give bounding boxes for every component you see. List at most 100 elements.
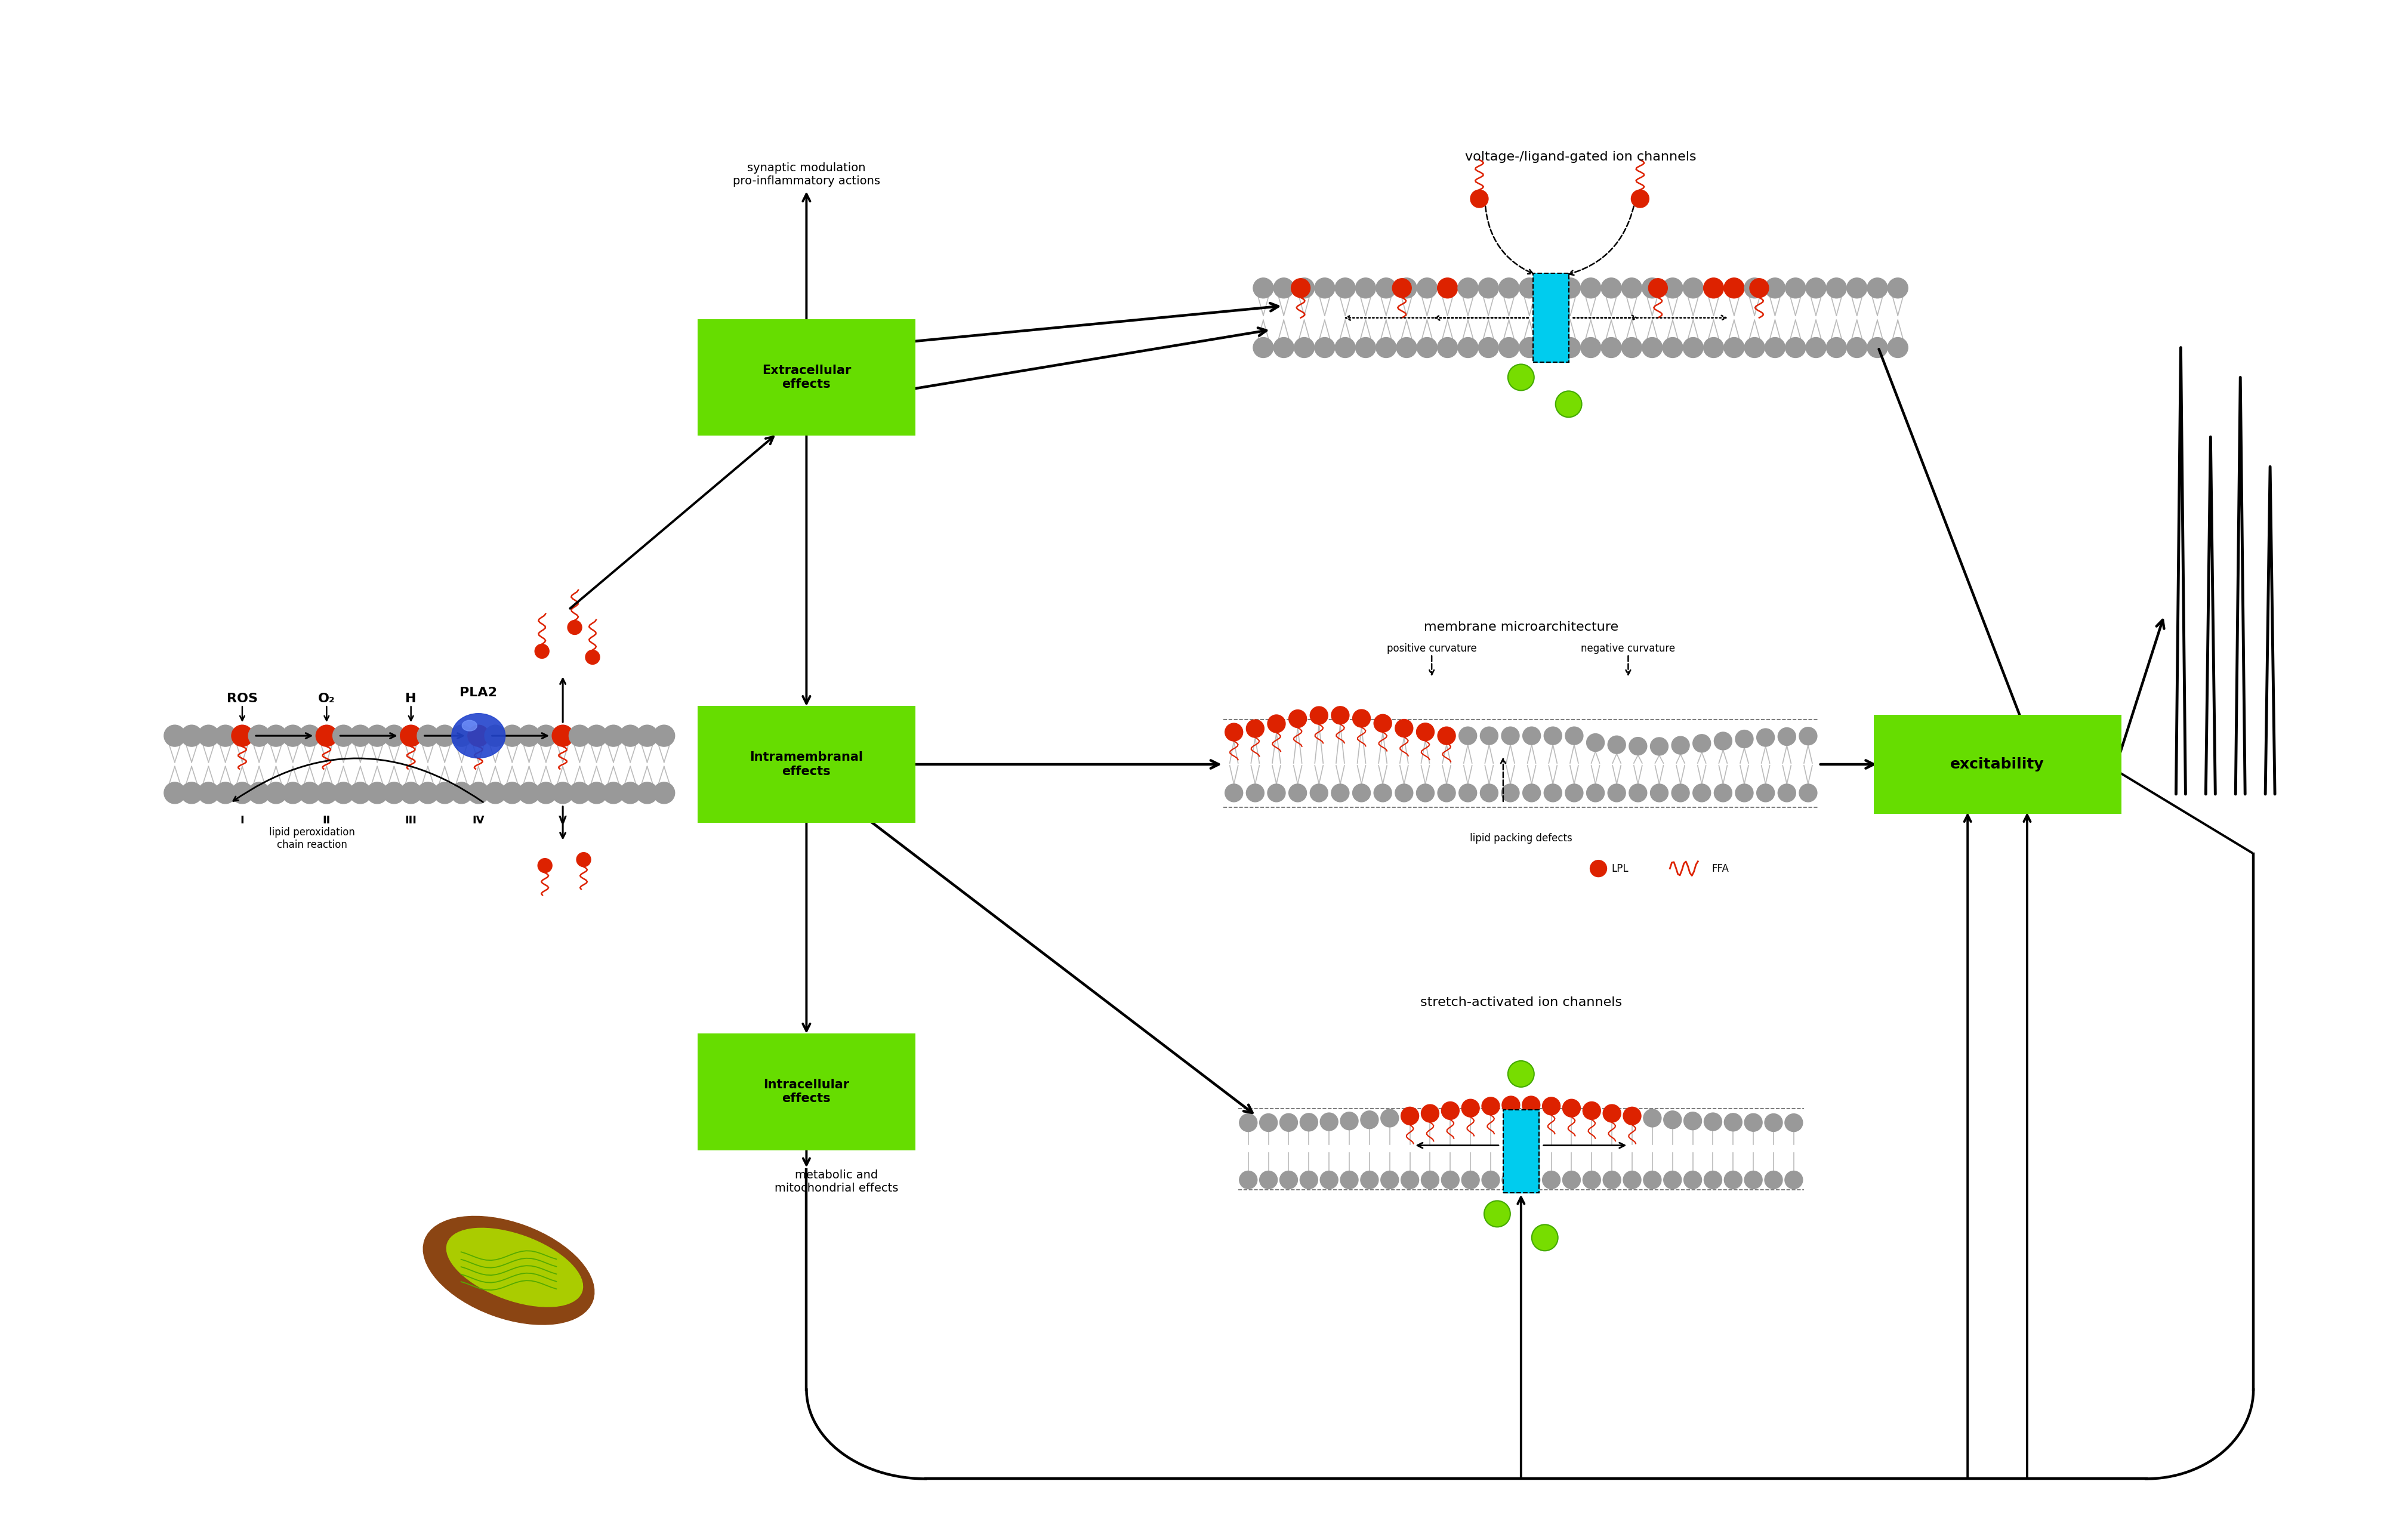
Circle shape: [1260, 1113, 1277, 1132]
Circle shape: [1540, 337, 1561, 357]
Circle shape: [1315, 337, 1334, 357]
Circle shape: [1461, 1100, 1480, 1116]
Circle shape: [368, 725, 389, 747]
Circle shape: [384, 782, 406, 804]
Bar: [1532, 273, 1568, 362]
Circle shape: [1602, 337, 1621, 357]
Circle shape: [1757, 784, 1774, 802]
Circle shape: [1353, 710, 1370, 727]
Circle shape: [551, 725, 573, 747]
Circle shape: [1807, 277, 1826, 299]
Circle shape: [1499, 277, 1518, 299]
Text: II: II: [322, 815, 329, 825]
Text: positive curvature: positive curvature: [1387, 644, 1478, 654]
Circle shape: [1590, 861, 1606, 876]
Circle shape: [232, 782, 253, 804]
Text: lipid peroxidation
chain reaction: lipid peroxidation chain reaction: [270, 827, 356, 850]
Circle shape: [1341, 1170, 1358, 1189]
Circle shape: [535, 782, 556, 804]
Circle shape: [1375, 277, 1396, 299]
Circle shape: [1764, 1113, 1783, 1132]
Circle shape: [1778, 784, 1795, 802]
Circle shape: [1501, 1096, 1521, 1113]
Circle shape: [1279, 1170, 1299, 1189]
Circle shape: [602, 782, 623, 804]
Circle shape: [1642, 277, 1661, 299]
Circle shape: [1630, 189, 1649, 208]
Circle shape: [1301, 1113, 1318, 1132]
Circle shape: [485, 725, 506, 747]
Circle shape: [1532, 1224, 1559, 1250]
Circle shape: [1361, 1110, 1377, 1129]
Circle shape: [1609, 784, 1626, 802]
Circle shape: [1867, 277, 1888, 299]
Bar: [1532, 273, 1568, 362]
Circle shape: [1279, 1113, 1299, 1132]
Circle shape: [1609, 736, 1626, 753]
Circle shape: [1509, 1061, 1535, 1087]
Circle shape: [1566, 727, 1583, 745]
Circle shape: [1501, 784, 1518, 802]
Circle shape: [1437, 277, 1458, 299]
Circle shape: [1239, 1170, 1258, 1189]
Circle shape: [1415, 784, 1435, 802]
Circle shape: [1628, 738, 1647, 755]
Circle shape: [298, 725, 320, 747]
Circle shape: [1540, 277, 1561, 299]
Circle shape: [568, 621, 582, 634]
Circle shape: [1375, 715, 1392, 731]
Circle shape: [1275, 277, 1294, 299]
Circle shape: [1315, 277, 1334, 299]
Circle shape: [1704, 1170, 1721, 1189]
Circle shape: [1587, 784, 1604, 802]
Circle shape: [1442, 1170, 1458, 1189]
Circle shape: [621, 725, 642, 747]
Circle shape: [401, 725, 422, 747]
Circle shape: [1396, 277, 1418, 299]
Circle shape: [1437, 784, 1456, 802]
Circle shape: [1310, 707, 1327, 724]
Circle shape: [1380, 1109, 1399, 1127]
Circle shape: [401, 782, 422, 804]
Circle shape: [1764, 1170, 1783, 1189]
Circle shape: [418, 782, 439, 804]
Text: voltage-/ligand-gated ion channels: voltage-/ligand-gated ion channels: [1466, 151, 1697, 163]
Circle shape: [1664, 1170, 1680, 1189]
Ellipse shape: [422, 1217, 594, 1324]
Circle shape: [1501, 1170, 1521, 1189]
Circle shape: [1563, 1170, 1580, 1189]
Text: negative curvature: negative curvature: [1580, 644, 1676, 654]
Circle shape: [1704, 337, 1723, 357]
FancyBboxPatch shape: [697, 705, 917, 822]
Circle shape: [1523, 1096, 1540, 1113]
Text: excitability: excitability: [1950, 758, 2043, 772]
Circle shape: [1225, 724, 1244, 741]
Circle shape: [1580, 337, 1602, 357]
Circle shape: [1518, 277, 1540, 299]
Circle shape: [1566, 784, 1583, 802]
Circle shape: [1807, 337, 1826, 357]
Circle shape: [1437, 337, 1458, 357]
Circle shape: [1523, 727, 1540, 745]
Circle shape: [215, 782, 236, 804]
Ellipse shape: [451, 713, 506, 758]
Circle shape: [1561, 277, 1580, 299]
Circle shape: [1826, 277, 1848, 299]
Circle shape: [332, 725, 353, 747]
Circle shape: [451, 782, 473, 804]
Circle shape: [1757, 728, 1774, 747]
Circle shape: [215, 725, 236, 747]
Text: membrane microarchitecture: membrane microarchitecture: [1423, 622, 1618, 633]
Circle shape: [1458, 784, 1478, 802]
Circle shape: [434, 725, 456, 747]
Circle shape: [485, 782, 506, 804]
Circle shape: [1723, 1113, 1743, 1132]
Circle shape: [585, 650, 599, 664]
Circle shape: [1523, 784, 1540, 802]
Text: LPL: LPL: [1611, 862, 1628, 873]
Circle shape: [1418, 277, 1437, 299]
Circle shape: [1642, 337, 1661, 357]
Circle shape: [621, 782, 642, 804]
Circle shape: [1671, 784, 1690, 802]
Circle shape: [1267, 784, 1284, 802]
